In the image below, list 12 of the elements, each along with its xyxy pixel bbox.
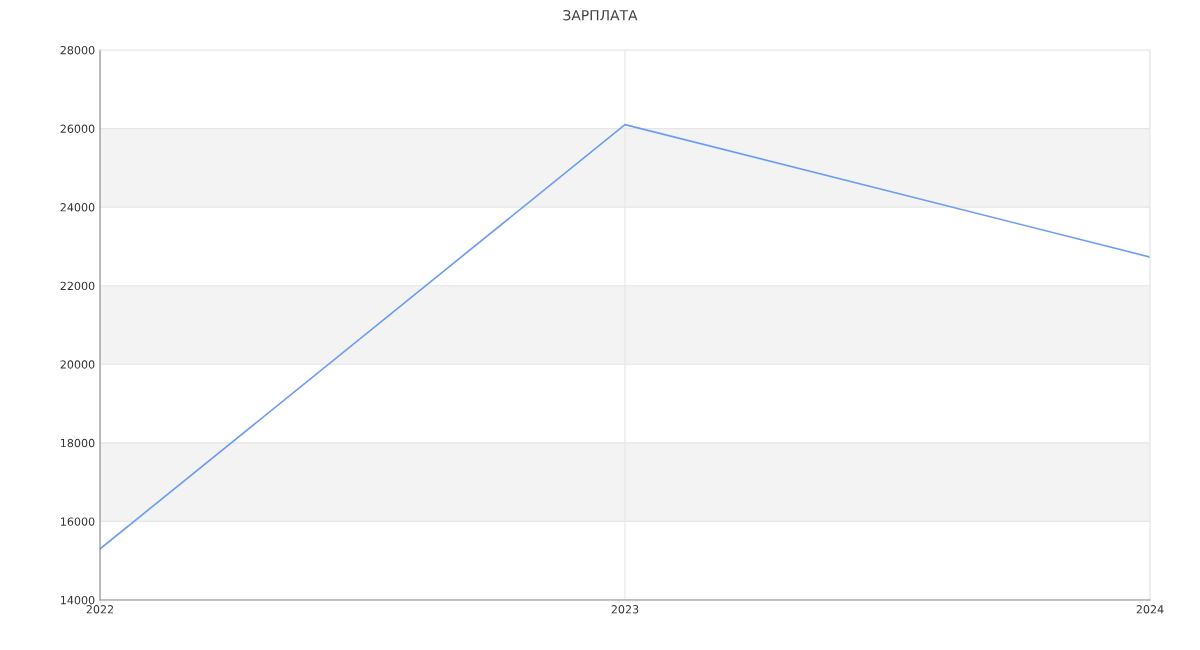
y-tick-label: 16000 bbox=[61, 517, 95, 526]
x-tick-label: 2024 bbox=[1136, 605, 1164, 614]
y-tick-label: 20000 bbox=[60, 360, 95, 369]
y-tick-label: 26000 bbox=[60, 124, 95, 133]
y-tick-label: 22000 bbox=[60, 281, 95, 291]
y-tick-label: 14000 bbox=[61, 595, 95, 605]
x-tick-label: 2023 bbox=[611, 605, 639, 614]
y-tick-label: 28000 bbox=[60, 45, 95, 55]
y-tick-label: 18000 bbox=[61, 438, 95, 448]
y-tick-label: 24000 bbox=[60, 203, 95, 212]
chart-title: ЗАРПЛАТА bbox=[563, 10, 638, 21]
x-tick-label: 2022 bbox=[86, 605, 114, 614]
